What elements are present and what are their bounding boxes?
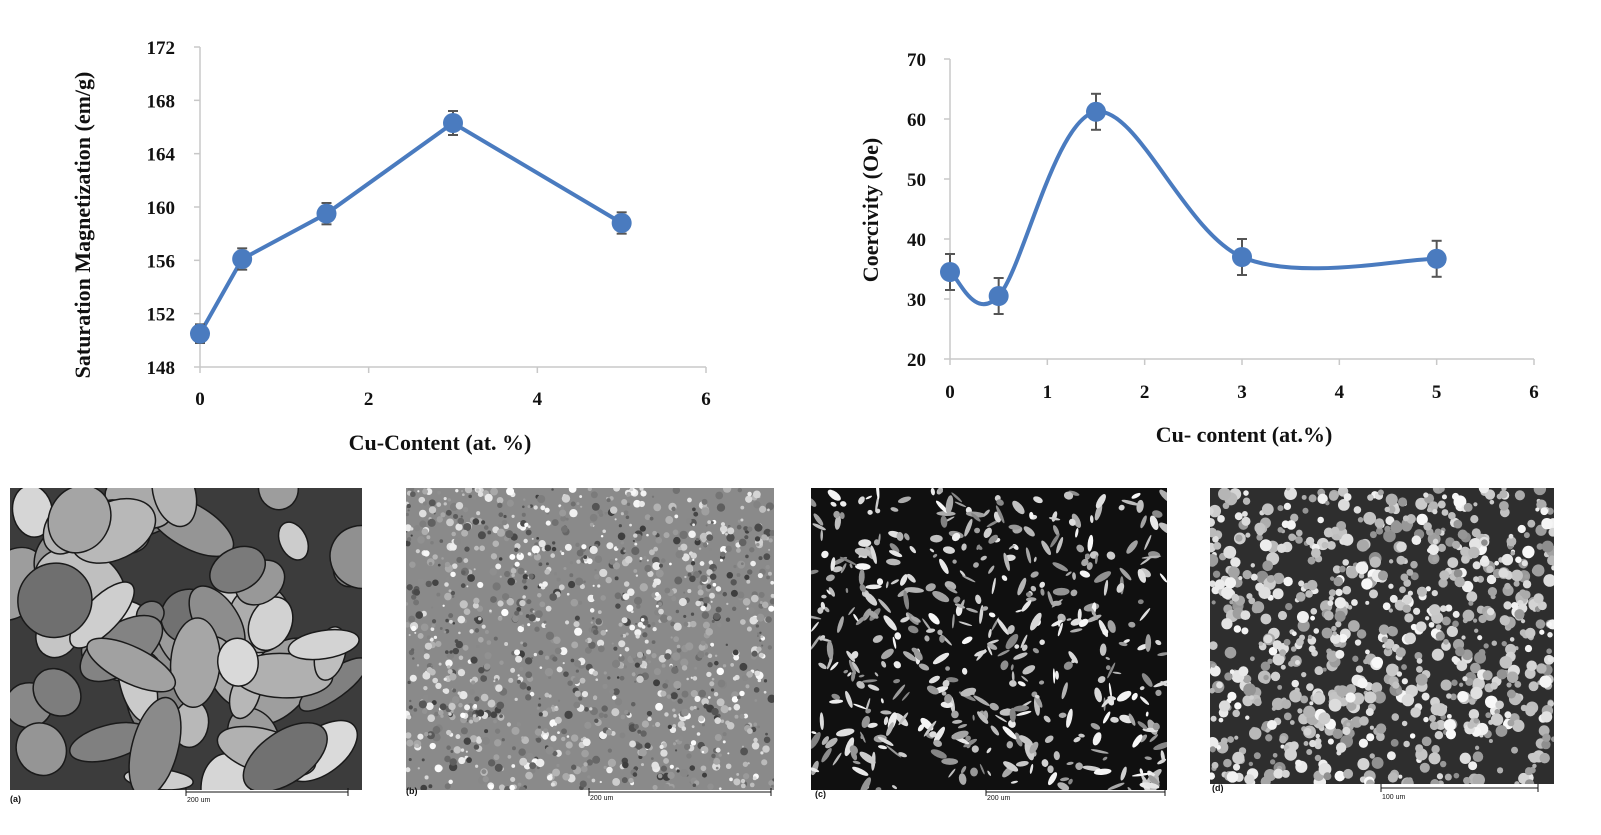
x-tick-label: 2 [1140, 382, 1150, 403]
x-tick-label: 5 [1432, 382, 1442, 403]
x-tick-label: 3 [1237, 382, 1247, 403]
data-point [190, 323, 210, 344]
saturation-magnetization-chart: 148 152 156 160 164 168 172 0 2 4 6 Cu-Content (at… [70, 38, 711, 455]
series-line [948, 109, 1437, 307]
y-tick-label: 60 [907, 110, 926, 131]
y-tick-label: 20 [907, 350, 926, 371]
x-tick-label: 4 [533, 389, 543, 410]
y-tick-label: 168 [147, 91, 176, 112]
data-point [1232, 247, 1252, 267]
coercivity-chart: 20 30 40 50 60 70 0 1 2 3 4 5 6 Cu- content (at.%) C… [858, 50, 1539, 447]
scale-bar-label: 200 um [590, 795, 614, 802]
scale-bar [185, 788, 349, 796]
y-axis-title: Saturation Magnetization (em/g) [70, 72, 95, 379]
y-tick-label: 50 [907, 170, 926, 191]
scale-bar [985, 788, 1166, 796]
scale-bar-label: 200 um [987, 795, 1011, 802]
x-tick-label: 1 [1043, 382, 1053, 403]
x-axis-title: Cu-Content (at. %) [349, 430, 532, 455]
y-tick-label: 164 [147, 145, 176, 166]
data-point [1086, 101, 1106, 122]
x-tick-label: 4 [1335, 382, 1345, 403]
x-tick-label: 0 [945, 382, 955, 403]
data-point [443, 113, 463, 133]
y-tick-label: 160 [147, 198, 176, 219]
y-tick-label: 70 [907, 50, 926, 71]
x-tick-label: 2 [364, 389, 374, 410]
y-tick-label: 156 [147, 251, 176, 272]
y-tick-label: 152 [147, 305, 176, 326]
scale-bar-label: 100 um [1382, 794, 1406, 801]
scale-bar [588, 788, 772, 796]
panel-label: (a) [10, 794, 21, 804]
sem-image-d [1210, 488, 1554, 784]
panel-label: (b) [406, 786, 418, 796]
x-tick-label: 0 [195, 389, 205, 410]
data-point [611, 213, 632, 233]
sem-image-a [10, 488, 362, 790]
y-tick-label: 40 [907, 230, 926, 251]
x-tick-label: 6 [701, 389, 711, 410]
data-point [232, 249, 253, 269]
y-tick-label: 148 [147, 358, 176, 379]
y-tick-label: 172 [147, 38, 176, 59]
data-point [316, 203, 337, 224]
sem-image-b [406, 488, 774, 790]
data-point [1426, 248, 1447, 269]
data-point [988, 286, 1009, 306]
x-axis-title: Cu- content (at.%) [1156, 422, 1333, 447]
y-axis-title: Coercivity (Oe) [858, 138, 883, 282]
panel-label: (c) [815, 789, 826, 799]
x-tick-label: 6 [1529, 382, 1539, 403]
data-point [940, 262, 960, 282]
series-line [198, 120, 623, 335]
panel-label: (d) [1212, 783, 1224, 793]
sem-image-c [811, 488, 1167, 790]
scale-bar [1380, 784, 1539, 792]
scale-bar-label: 200 um [187, 797, 211, 804]
y-tick-label: 30 [907, 290, 926, 311]
